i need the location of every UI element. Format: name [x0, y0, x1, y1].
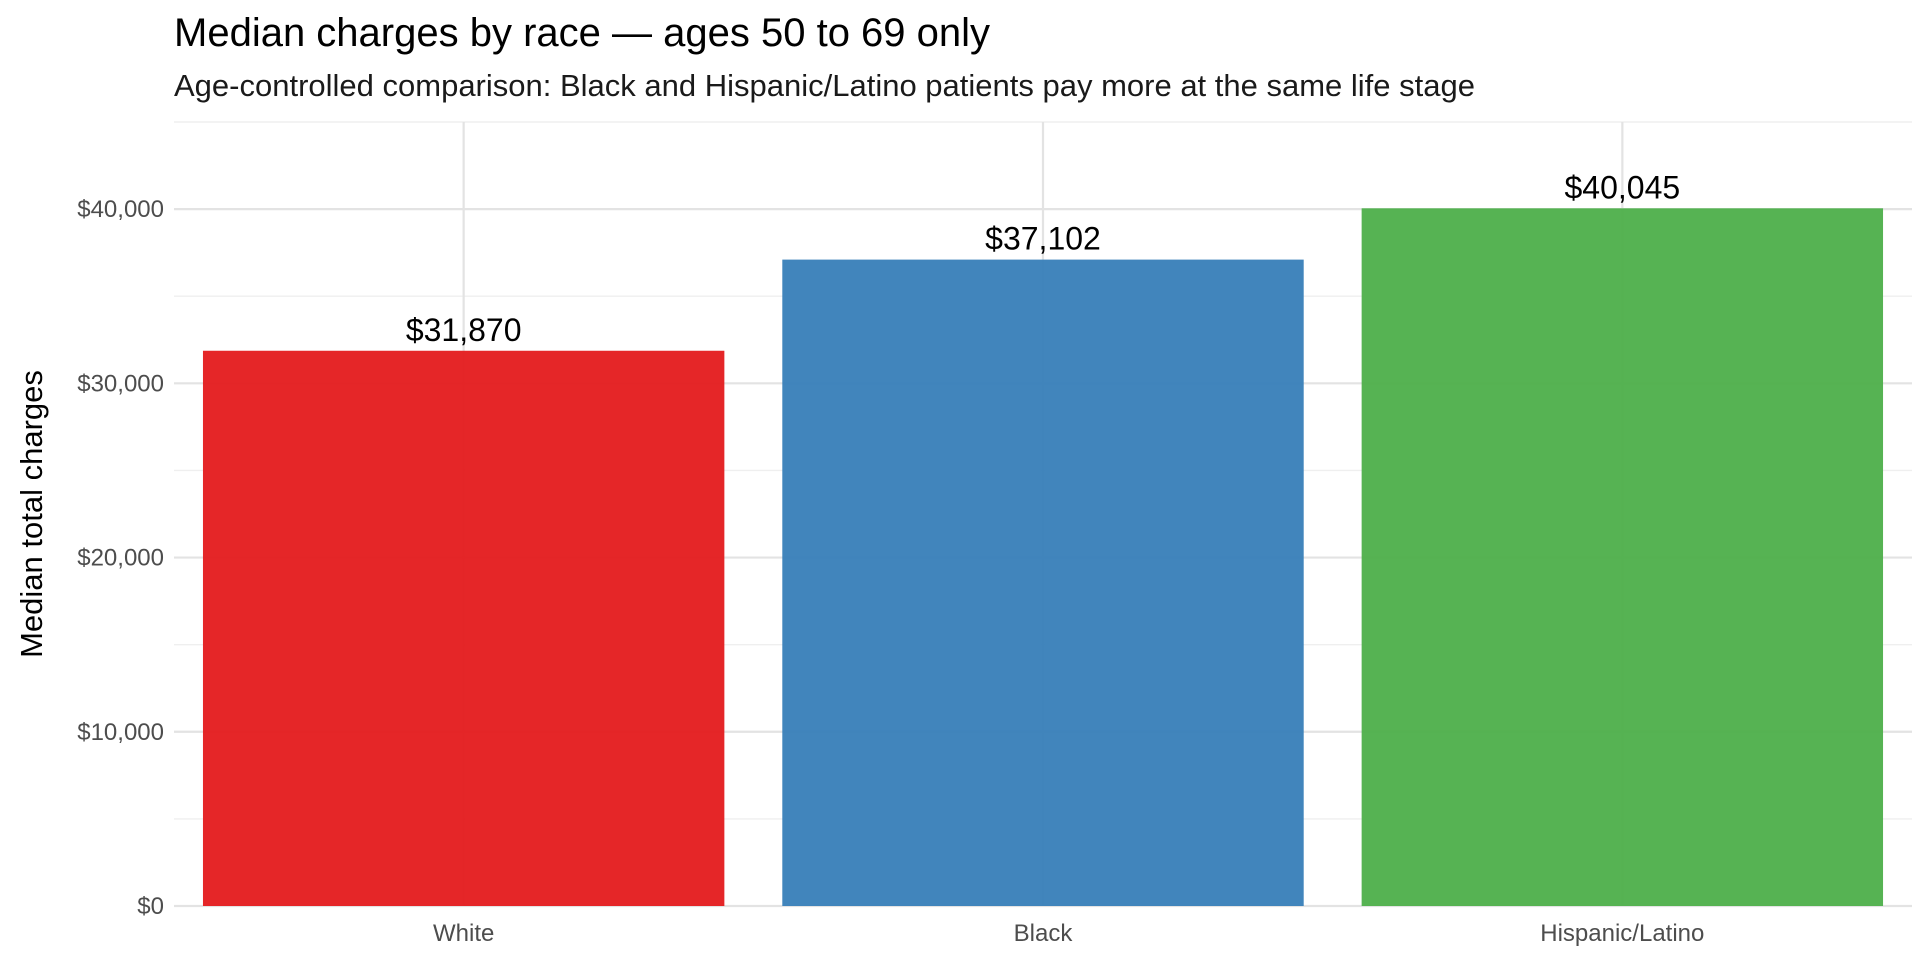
bar-black	[782, 259, 1304, 906]
x-tick-label: Hispanic/Latino	[1540, 920, 1704, 947]
x-tick-label: White	[433, 920, 494, 947]
bar-hispanic-latino	[1361, 208, 1884, 906]
y-axis-ticks: $0 $10,000 $20,000 $30,000 $40,000	[77, 196, 164, 920]
y-tick-label: $0	[137, 893, 164, 920]
bar-value-label: $31,870	[406, 312, 522, 348]
y-tick-label: $40,000	[77, 196, 164, 223]
bar-white	[202, 350, 725, 906]
x-tick-label: Black	[1014, 920, 1074, 947]
bars	[202, 208, 1884, 906]
bar-value-label: $40,045	[1564, 169, 1680, 205]
y-tick-label: $20,000	[77, 545, 164, 572]
chart-subtitle: Age-controlled comparison: Black and His…	[174, 68, 1475, 103]
x-axis-ticks: White Black Hispanic/Latino	[433, 920, 1704, 947]
y-tick-label: $10,000	[77, 719, 164, 746]
chart-title: Median charges by race — ages 50 to 69 o…	[174, 11, 990, 55]
y-tick-label: $30,000	[77, 370, 164, 397]
data-labels: $31,870 $37,102 $40,045	[406, 169, 1680, 347]
y-axis-title: Median total charges	[14, 370, 49, 658]
bar-value-label: $37,102	[985, 221, 1101, 257]
